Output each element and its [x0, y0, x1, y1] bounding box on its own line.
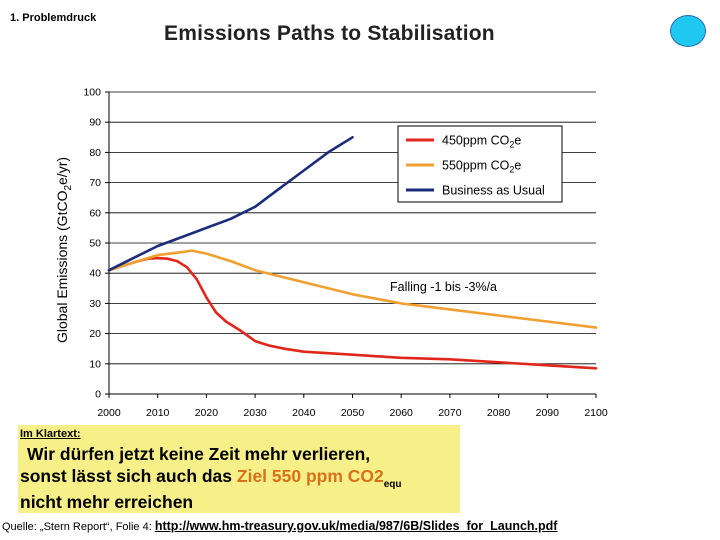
- callout-line-2-text: sonst lässt sich auch das: [20, 466, 237, 486]
- y-tick-label: 40: [89, 268, 101, 280]
- legend-label-suffix: e: [514, 159, 521, 173]
- series-line-0: [107, 256, 598, 370]
- source-citation: Quelle: „Stern Report“, Folie 4: http://…: [2, 519, 557, 533]
- y-tick-label: 0: [95, 389, 101, 401]
- x-tick-label: 2090: [536, 407, 560, 419]
- x-tick-label: 2080: [487, 407, 511, 419]
- y-tick-label: 10: [89, 358, 101, 370]
- legend-label-name: Business as Usual: [442, 184, 545, 198]
- section-label: 1. Problemdruck: [10, 12, 97, 24]
- chart-title: Emissions Paths to Stabilisation: [164, 22, 495, 45]
- legend-label-suffix: e: [514, 134, 521, 148]
- x-tick-label: 2010: [146, 407, 170, 419]
- callout-highlight: Ziel 550 ppm CO2: [236, 466, 384, 486]
- y-tick-label: 50: [89, 238, 101, 250]
- y-tick-label: 20: [89, 328, 101, 340]
- y-axis-label: Global Emissions (GtCO2e/yr): [54, 157, 74, 343]
- series-line-2: [107, 136, 354, 272]
- y-tick-label: 100: [83, 87, 101, 99]
- legend-label-name: 450ppm CO: [442, 134, 510, 148]
- y-axis-label-end: e/yr): [54, 157, 70, 185]
- x-tick-label: 2100: [584, 407, 608, 419]
- x-tick-label: 2020: [195, 407, 219, 419]
- legend-label-sub: 2: [509, 165, 514, 175]
- x-tick-label: 2050: [341, 407, 365, 419]
- callout-line-1: Wir dürfen jetzt keine Zeit mehr verlier…: [27, 444, 371, 464]
- callout-line-2: sonst lässt sich auch das Ziel 550 ppm C…: [20, 465, 402, 491]
- x-tick-label: 2040: [292, 407, 316, 419]
- y-axis-label-sub: 2: [63, 185, 74, 191]
- source-prefix: Quelle: „Stern Report“, Folie 4:: [2, 521, 155, 533]
- y-axis-label-main: Global Emissions (GtCO: [54, 190, 70, 343]
- chart-annotation: Falling -1 bis -3%/a: [390, 280, 497, 294]
- x-tick-label: 2070: [438, 407, 462, 419]
- y-tick-label: 70: [89, 177, 101, 189]
- callout-body: Wir dürfen jetzt keine Zeit mehr verlier…: [20, 443, 402, 513]
- logo-circle-icon: [670, 15, 706, 47]
- y-tick-label: 90: [89, 117, 101, 129]
- callout-line-3: nicht mehr erreichen: [20, 492, 194, 512]
- series-line-1: [107, 249, 598, 329]
- legend-label-name: 550ppm CO: [442, 159, 510, 173]
- callout-highlight-subscript: equ: [383, 479, 402, 490]
- legend-label-1: 550ppm CO2e: [442, 159, 521, 175]
- legend-label-sub: 2: [509, 140, 514, 150]
- y-tick-label: 60: [89, 207, 101, 219]
- series-lines: [107, 136, 598, 370]
- x-tick-label: 2060: [390, 407, 414, 419]
- y-tick-label: 30: [89, 298, 101, 310]
- x-tick-label: 2030: [243, 407, 267, 419]
- y-tick-label: 80: [89, 147, 101, 159]
- legend-label-2: Business as Usual: [442, 184, 545, 198]
- callout-box: Im Klartext: Wir dürfen jetzt keine Zeit…: [18, 425, 460, 513]
- callout-heading: Im Klartext:: [20, 428, 81, 440]
- x-tick-label: 2000: [97, 407, 121, 419]
- legend-label-0: 450ppm CO2e: [442, 134, 521, 150]
- source-link[interactable]: http://www.hm-treasury.gov.uk/media/987/…: [154, 519, 558, 533]
